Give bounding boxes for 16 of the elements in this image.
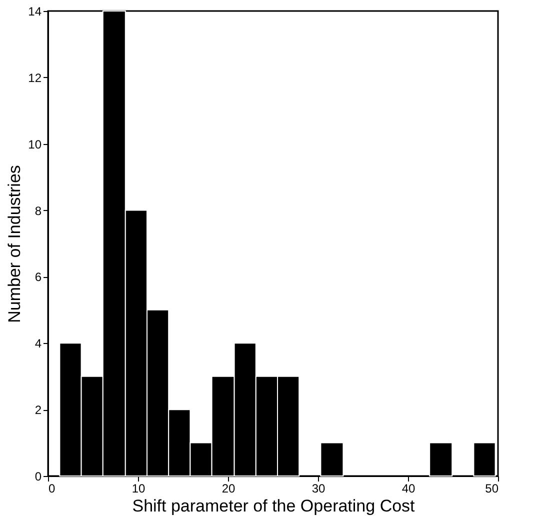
y-tick-label: 0 [34,470,42,484]
x-tick-label: 10 [132,482,146,496]
y-tick-label: 2 [34,403,42,418]
x-tick-label: 40 [402,482,416,496]
x-tick-label: 0 [48,482,56,496]
x-tick-label: 20 [222,482,236,496]
y-tick-label: 4 [34,336,42,351]
y-tick-label: 10 [28,137,42,152]
y-axis-title: Number of Industries [5,165,24,323]
y-tick-label: 14 [28,4,42,18]
x-tick-label: 50 [485,482,499,496]
y-tick-label: 8 [34,204,42,218]
y-tick-label: 12 [28,70,42,85]
y-tick-label: 6 [34,270,42,284]
x-tick-label: 30 [312,482,326,496]
x-axis-title: Shift parameter of the Operating Cost [132,496,416,516]
